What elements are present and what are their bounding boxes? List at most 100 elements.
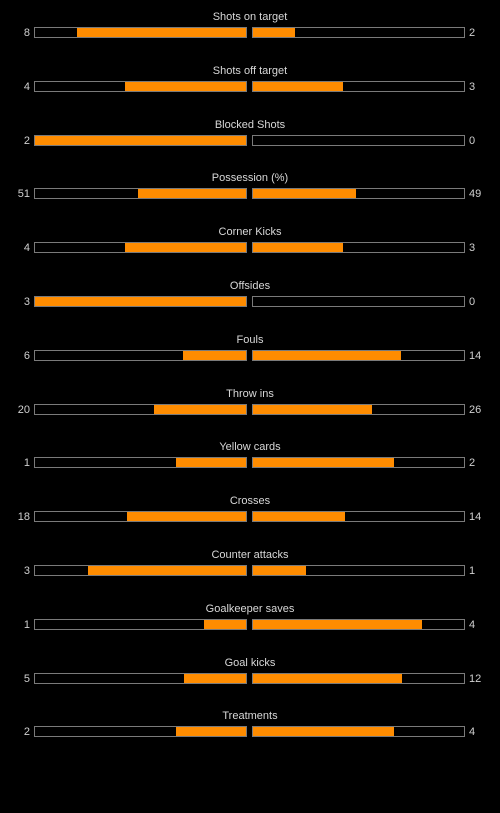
stat-row-throw-ins: Throw ins 20 26 — [0, 387, 500, 441]
home-value: 1 — [23, 618, 30, 631]
away-bar-track — [252, 295, 465, 307]
stat-label: Crosses — [229, 495, 271, 508]
away-bar-fill — [253, 458, 394, 468]
away-value: 2 — [469, 27, 476, 39]
home-value: 4 — [23, 242, 30, 255]
stat-row-shots-off-target: Shots off target 4 3 — [0, 64, 500, 118]
away-value: 0 — [469, 134, 476, 147]
away-value: 14 — [469, 511, 482, 524]
stat-row-shots-on-target: Shots on target 8 2 — [0, 10, 500, 64]
home-value: 18 — [17, 511, 30, 524]
stat-label: Shots on target — [212, 11, 288, 23]
away-value: 49 — [469, 188, 482, 201]
home-value: 2 — [23, 134, 30, 147]
away-value: 4 — [469, 726, 476, 739]
stat-row-goalkeeper-saves: Goalkeeper saves 1 4 — [0, 602, 500, 656]
home-bar-track — [34, 188, 247, 200]
home-value: 2 — [23, 726, 30, 739]
away-value: 4 — [469, 618, 476, 631]
stat-label: Corner Kicks — [218, 226, 282, 239]
away-bar-track — [252, 564, 465, 576]
away-bar-fill — [253, 350, 401, 360]
home-bar-track — [34, 511, 247, 523]
away-bar-track — [252, 457, 465, 469]
stat-label: Blocked Shots — [214, 118, 286, 131]
home-bar-fill — [154, 404, 246, 414]
stat-row-offsides: Offsides 3 0 — [0, 279, 500, 333]
away-bar-track — [252, 511, 465, 523]
home-bar-track — [34, 672, 247, 684]
away-bar-fill — [253, 727, 394, 737]
home-bar-track — [34, 564, 247, 576]
home-bar-track — [34, 80, 247, 92]
home-value: 6 — [23, 349, 30, 362]
stat-row-blocked-shots: Blocked Shots 2 0 — [0, 118, 500, 172]
away-value: 26 — [469, 403, 482, 416]
home-bar-fill — [125, 243, 246, 253]
away-bar-fill — [253, 189, 357, 199]
away-value: 3 — [469, 242, 476, 255]
away-value: 14 — [469, 349, 482, 362]
away-bar-fill — [253, 81, 344, 91]
stat-label: Counter attacks — [211, 548, 289, 561]
home-bar-fill — [35, 135, 246, 145]
stat-label: Shots off target — [212, 64, 288, 77]
stat-row-crosses: Crosses 18 14 — [0, 494, 500, 548]
away-bar-track — [252, 403, 465, 415]
away-bar-track — [252, 27, 465, 38]
home-value: 8 — [23, 27, 30, 39]
home-bar-track — [34, 295, 247, 307]
home-bar-track — [34, 457, 247, 469]
home-value: 20 — [17, 403, 30, 416]
stat-label: Throw ins — [226, 387, 274, 400]
away-bar-fill — [253, 512, 346, 522]
away-value: 2 — [469, 457, 476, 470]
home-bar-track — [34, 726, 247, 738]
stat-label: Fouls — [236, 333, 264, 346]
home-bar-fill — [138, 189, 246, 199]
away-value: 1 — [469, 564, 476, 577]
home-bar-fill — [183, 673, 246, 683]
away-bar-fill — [253, 619, 422, 629]
home-value: 3 — [23, 295, 30, 308]
home-value: 51 — [17, 188, 30, 201]
stat-row-fouls: Fouls 6 14 — [0, 333, 500, 387]
home-bar-track — [34, 242, 247, 254]
home-bar-fill — [77, 28, 246, 37]
home-value: 5 — [23, 672, 30, 685]
stat-label: Goal kicks — [224, 656, 276, 669]
away-bar-track — [252, 134, 465, 146]
home-bar-track — [34, 403, 247, 415]
stat-label: Treatments — [222, 710, 278, 723]
home-value: 3 — [23, 564, 30, 577]
away-bar-fill — [253, 404, 373, 414]
away-bar-track — [252, 618, 465, 630]
away-bar-track — [252, 349, 465, 361]
away-bar-fill — [253, 28, 296, 37]
home-bar-track — [34, 349, 247, 361]
stat-row-treatments: Treatments 2 4 — [0, 709, 500, 763]
away-bar-track — [252, 188, 465, 200]
home-bar-fill — [127, 512, 246, 522]
stat-row-corner-kicks: Corner Kicks 4 3 — [0, 225, 500, 279]
away-value: 0 — [469, 295, 476, 308]
match-stats-list: Shots on target 8 2 Shots off target 4 3 Block… — [0, 10, 500, 763]
away-bar-fill — [253, 565, 306, 575]
away-value: 3 — [469, 80, 476, 93]
home-bar-fill — [175, 727, 246, 737]
away-bar-fill — [253, 243, 344, 253]
away-value: 12 — [469, 672, 482, 685]
stat-row-counter-attacks: Counter attacks 3 1 — [0, 548, 500, 602]
stat-label: Offsides — [229, 279, 271, 292]
away-bar-track — [252, 672, 465, 684]
away-bar-track — [252, 80, 465, 92]
away-bar-fill — [253, 673, 402, 683]
stat-label: Goalkeeper saves — [205, 602, 295, 615]
home-bar-track — [34, 618, 247, 630]
home-bar-track — [34, 134, 247, 146]
home-bar-fill — [182, 350, 246, 360]
stat-row-possession: Possession (%) 51 49 — [0, 171, 500, 225]
stat-label: Yellow cards — [219, 441, 281, 454]
home-value: 4 — [23, 80, 30, 93]
home-bar-fill — [87, 565, 246, 575]
